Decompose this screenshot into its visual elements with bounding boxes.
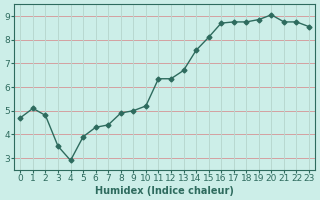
X-axis label: Humidex (Indice chaleur): Humidex (Indice chaleur) — [95, 186, 234, 196]
